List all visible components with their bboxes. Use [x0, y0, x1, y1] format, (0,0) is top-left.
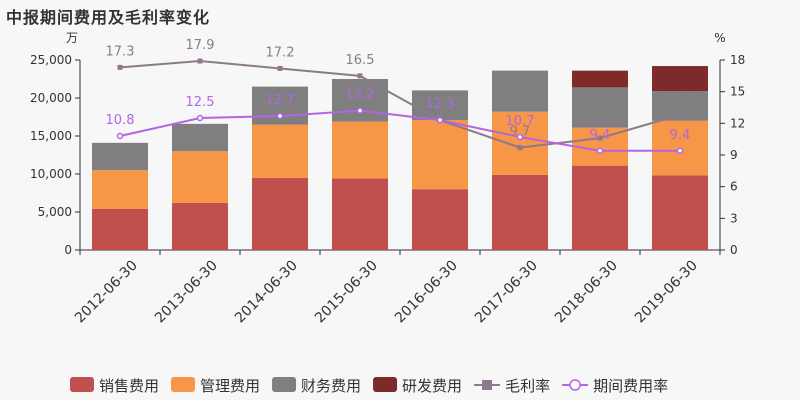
data-label-毛利率: 16.5	[346, 53, 375, 68]
right-tick-label: 12	[730, 116, 745, 130]
right-tick-label: 18	[730, 53, 745, 67]
left-axis-unit: 万	[66, 31, 78, 45]
right-tick-label: 3	[730, 211, 738, 225]
bar-销售费用	[332, 178, 388, 250]
line-毛利率	[119, 60, 681, 149]
legend-swatch-财务费用	[272, 377, 297, 392]
right-tick-label: 9	[730, 148, 738, 162]
right-tick-label: 15	[730, 85, 745, 99]
left-tick-label: 10,000	[30, 167, 72, 181]
x-tick-label: 2015-06-30	[312, 258, 381, 327]
data-label-期间费用率: 10.7	[506, 114, 535, 129]
x-tick-label: 2013-06-30	[152, 258, 221, 327]
point-毛利率	[677, 112, 683, 118]
bar-财务费用	[92, 142, 148, 171]
x-tick-label: 2014-06-30	[232, 258, 301, 327]
legend-swatch-研发费用	[373, 377, 398, 392]
x-tick-label: 2012-06-30	[72, 258, 141, 327]
chart-title: 中报期间费用及毛利率变化	[6, 8, 211, 27]
legend-swatch-销售费用	[70, 377, 94, 392]
bar-管理费用	[252, 124, 308, 178]
bar-管理费用	[172, 151, 228, 203]
bar-管理费用	[412, 120, 468, 190]
point-毛利率	[597, 135, 603, 141]
legend-marker-毛利率	[482, 380, 493, 390]
data-label-毛利率: 17.3	[106, 44, 135, 59]
point-毛利率	[277, 65, 283, 71]
x-tick-label: 2019-06-30	[632, 258, 701, 327]
data-label-期间费用率: 9.4	[670, 128, 691, 143]
legend-label-研发费用: 研发费用	[402, 377, 462, 395]
bar-销售费用	[252, 177, 308, 250]
bar-财务费用	[412, 90, 468, 121]
bar-管理费用	[92, 170, 148, 209]
point-毛利率	[117, 64, 123, 70]
data-label-毛利率: 17.9	[186, 38, 215, 53]
bar-销售费用	[172, 202, 228, 250]
right-tick-label: 0	[730, 243, 738, 257]
legend-swatch-管理费用	[171, 377, 196, 392]
x-tick-label: 2016-06-30	[392, 258, 461, 327]
legend-label-销售费用: 销售费用	[99, 377, 159, 395]
legend-label-管理费用: 管理费用	[200, 377, 260, 395]
bar-销售费用	[412, 189, 468, 250]
point-期间费用率	[276, 112, 284, 120]
bar-销售费用	[92, 208, 148, 250]
data-label-毛利率: 12.3	[426, 97, 455, 112]
legend-label-财务费用: 财务费用	[301, 377, 361, 395]
point-期间费用率	[196, 114, 204, 122]
data-label-毛利率: 10.6	[586, 115, 615, 130]
right-tick-label: 6	[730, 180, 738, 194]
point-期间费用率	[516, 133, 524, 141]
left-tick-label: 15,000	[30, 129, 72, 143]
point-毛利率	[517, 145, 523, 151]
line-期间费用率	[119, 109, 680, 152]
data-label-期间费用率: 12.7	[266, 93, 295, 108]
bar-研发费用	[652, 66, 708, 92]
left-tick-label: 25,000	[30, 53, 72, 67]
bar-销售费用	[572, 165, 628, 250]
bar-财务费用	[492, 70, 548, 112]
data-label-毛利率: 12.8	[666, 92, 695, 107]
x-tick-label: 2018-06-30	[552, 258, 621, 327]
point-毛利率	[197, 58, 203, 64]
x-tick-label: 2017-06-30	[472, 258, 541, 327]
legend-marker-期间费用率	[569, 379, 581, 391]
left-tick-label: 5,000	[38, 205, 72, 219]
right-axis-unit: %	[714, 31, 725, 45]
point-期间费用率	[116, 132, 124, 140]
data-label-期间费用率: 10.8	[106, 113, 135, 128]
data-label-期间费用率: 13.2	[346, 88, 375, 103]
point-期间费用率	[356, 107, 364, 114]
bar-管理费用	[492, 111, 548, 175]
left-tick-label: 0	[64, 243, 72, 257]
point-期间费用率	[676, 147, 684, 155]
point-期间费用率	[436, 116, 444, 124]
bar-财务费用	[572, 87, 628, 128]
point-毛利率	[357, 73, 363, 79]
data-label-期间费用率: 12.3	[426, 97, 455, 112]
point-期间费用率	[596, 147, 604, 155]
data-label-期间费用率: 9.4	[590, 128, 611, 143]
legend-label-期间费用率: 期间费用率	[593, 377, 668, 395]
left-tick-label: 20,000	[30, 91, 72, 105]
legend-label-毛利率: 毛利率	[505, 377, 550, 395]
data-label-期间费用率: 12.5	[186, 95, 215, 110]
bar-财务费用	[172, 123, 228, 152]
data-label-毛利率: 17.2	[266, 45, 295, 60]
bar-研发费用	[572, 70, 628, 88]
bar-销售费用	[492, 174, 548, 250]
bar-销售费用	[652, 175, 708, 250]
bar-管理费用	[332, 121, 388, 179]
